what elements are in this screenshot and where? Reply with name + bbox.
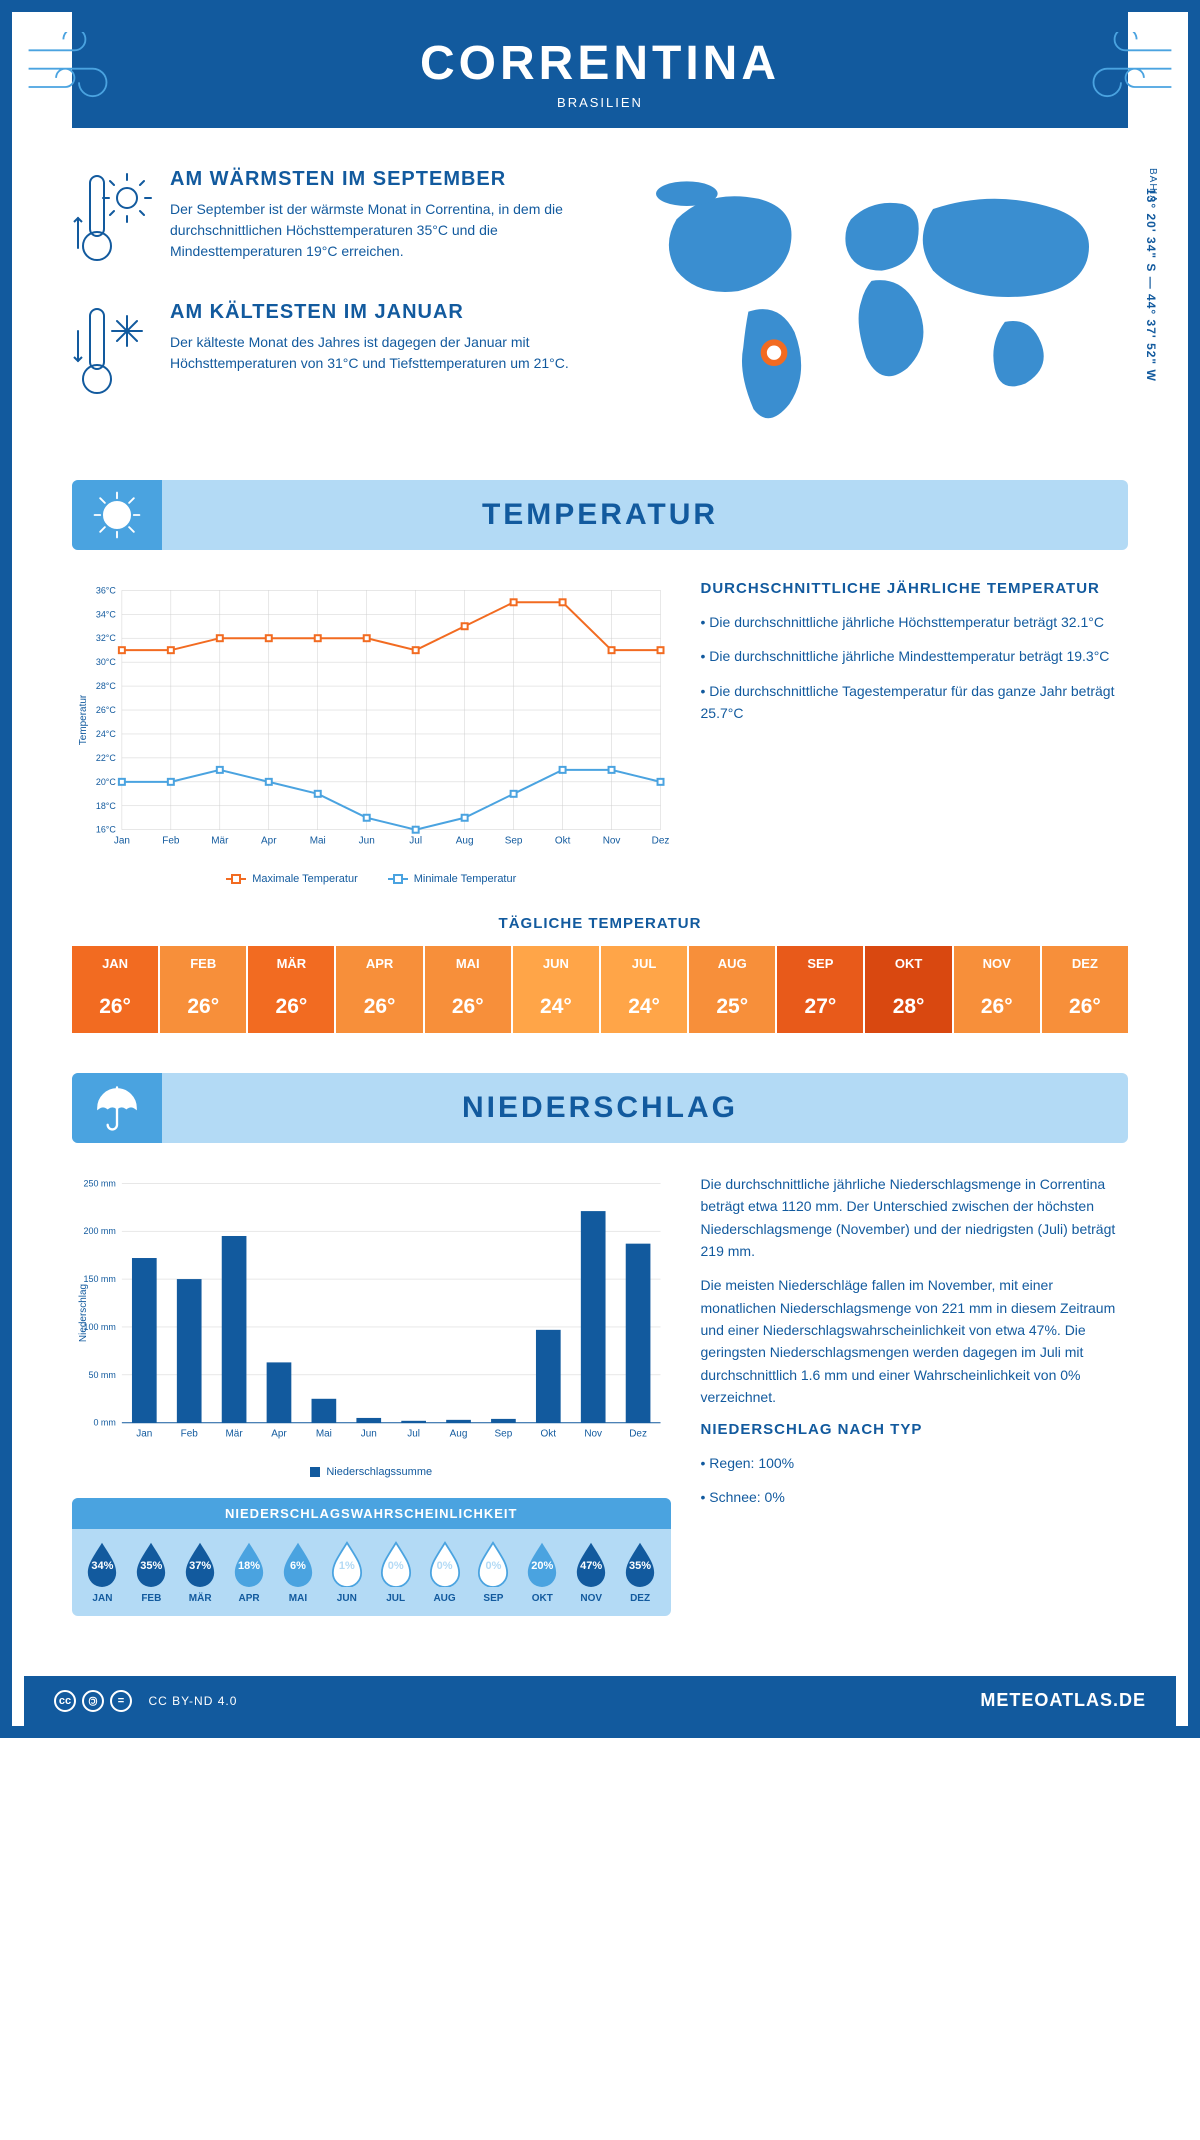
svg-text:30°C: 30°C bbox=[96, 657, 117, 667]
svg-text:26°C: 26°C bbox=[96, 705, 117, 715]
precipitation-bar-chart: 0 mm50 mm100 mm150 mm200 mm250 mmJanFebM… bbox=[72, 1173, 671, 1453]
svg-text:Dez: Dez bbox=[629, 1428, 647, 1439]
svg-text:16°C: 16°C bbox=[96, 824, 117, 834]
svg-text:Mai: Mai bbox=[310, 835, 326, 846]
svg-text:Nov: Nov bbox=[603, 835, 621, 846]
svg-text:18°C: 18°C bbox=[96, 801, 117, 811]
daily-temp-months: JANFEBMÄRAPRMAIJUNJULAUGSEPOKTNOVDEZ bbox=[72, 946, 1128, 981]
thermometer-cold-icon bbox=[72, 301, 152, 406]
temp-section-title: TEMPERATUR bbox=[102, 498, 1098, 532]
svg-text:Jul: Jul bbox=[409, 835, 422, 846]
warmest-fact: AM WÄRMSTEN IM SEPTEMBER Der September i… bbox=[72, 168, 585, 273]
warmest-body: Der September ist der wärmste Monat in C… bbox=[170, 199, 585, 262]
bar-legend: Niederschlagssumme bbox=[72, 1466, 671, 1478]
daily-temp-title: TÄGLICHE TEMPERATUR bbox=[72, 915, 1128, 932]
daily-temp-values: 26°26°26°26°26°24°24°25°27°28°26°26° bbox=[72, 981, 1128, 1033]
line-legend: Maximale Temperatur Minimale Temperatur bbox=[72, 873, 671, 885]
precip-probability-box: NIEDERSCHLAGSWAHRSCHEINLICHKEIT 34%JAN35… bbox=[72, 1498, 671, 1616]
svg-text:Nov: Nov bbox=[584, 1428, 602, 1439]
precip-section-title: NIEDERSCHLAG bbox=[102, 1091, 1098, 1125]
warmest-title: AM WÄRMSTEN IM SEPTEMBER bbox=[170, 168, 585, 191]
svg-text:Mär: Mär bbox=[226, 1428, 244, 1439]
svg-text:50 mm: 50 mm bbox=[88, 1370, 115, 1380]
umbrella-icon bbox=[72, 1073, 162, 1143]
temperature-banner: TEMPERATUR bbox=[72, 480, 1128, 550]
wind-icon bbox=[1066, 32, 1176, 112]
svg-text:Jul: Jul bbox=[407, 1428, 420, 1439]
svg-text:Mai: Mai bbox=[316, 1428, 332, 1439]
cc-icons: cc🄯= bbox=[54, 1690, 132, 1712]
svg-text:Mär: Mär bbox=[211, 835, 229, 846]
svg-text:Feb: Feb bbox=[162, 835, 180, 846]
svg-text:Temperatur: Temperatur bbox=[78, 694, 89, 745]
svg-text:Jun: Jun bbox=[361, 1428, 377, 1439]
coldest-fact: AM KÄLTESTEN IM JANUAR Der kälteste Mona… bbox=[72, 301, 585, 406]
svg-text:36°C: 36°C bbox=[96, 585, 117, 595]
svg-text:Niederschlag: Niederschlag bbox=[78, 1284, 89, 1342]
svg-text:0 mm: 0 mm bbox=[93, 1417, 115, 1427]
svg-text:Jan: Jan bbox=[136, 1428, 152, 1439]
sun-icon bbox=[72, 480, 162, 550]
svg-text:200 mm: 200 mm bbox=[83, 1226, 115, 1236]
coldest-body: Der kälteste Monat des Jahres ist dagege… bbox=[170, 332, 585, 374]
svg-text:32°C: 32°C bbox=[96, 633, 117, 643]
svg-text:Feb: Feb bbox=[181, 1428, 199, 1439]
world-map bbox=[615, 168, 1128, 440]
svg-text:150 mm: 150 mm bbox=[83, 1274, 115, 1284]
svg-text:Sep: Sep bbox=[495, 1428, 513, 1439]
site-name: METEOATLAS.DE bbox=[980, 1690, 1146, 1711]
svg-text:Sep: Sep bbox=[505, 835, 523, 846]
svg-text:24°C: 24°C bbox=[96, 729, 117, 739]
svg-text:28°C: 28°C bbox=[96, 681, 117, 691]
svg-text:Jan: Jan bbox=[114, 835, 130, 846]
svg-text:Apr: Apr bbox=[261, 835, 277, 846]
temperature-line-chart: 16°C 18°C 20°C 22°C 24°C 26°C 28°C 30°C 32°C 34°C… bbox=[72, 580, 671, 860]
footer: cc🄯= CC BY-ND 4.0 METEOATLAS.DE bbox=[24, 1676, 1176, 1726]
city-title: CORRENTINA bbox=[72, 36, 1128, 91]
svg-text:250 mm: 250 mm bbox=[83, 1178, 115, 1188]
coldest-title: AM KÄLTESTEN IM JANUAR bbox=[170, 301, 585, 324]
precip-banner: NIEDERSCHLAG bbox=[72, 1073, 1128, 1143]
precip-info: Die durchschnittliche jährliche Niedersc… bbox=[701, 1173, 1129, 1616]
license-text: CC BY-ND 4.0 bbox=[148, 1694, 237, 1708]
wind-icon bbox=[24, 32, 134, 112]
svg-text:34°C: 34°C bbox=[96, 609, 117, 619]
svg-text:Aug: Aug bbox=[456, 835, 474, 846]
svg-text:22°C: 22°C bbox=[96, 753, 117, 763]
svg-text:Okt: Okt bbox=[541, 1428, 557, 1439]
hero-banner: CORRENTINA BRASILIEN bbox=[72, 12, 1128, 128]
svg-text:Jun: Jun bbox=[359, 835, 375, 846]
svg-text:Apr: Apr bbox=[271, 1428, 287, 1439]
coordinates: 13° 20' 34" S — 44° 37' 52" W bbox=[1144, 188, 1158, 382]
svg-text:Dez: Dez bbox=[652, 835, 670, 846]
country-sub: BRASILIEN bbox=[72, 95, 1128, 110]
svg-text:20°C: 20°C bbox=[96, 777, 117, 787]
thermometer-hot-icon bbox=[72, 168, 152, 273]
svg-text:Aug: Aug bbox=[450, 1428, 468, 1439]
svg-text:Okt: Okt bbox=[555, 835, 571, 846]
temp-info: DURCHSCHNITTLICHE JÄHRLICHE TEMPERATUR •… bbox=[701, 580, 1129, 885]
